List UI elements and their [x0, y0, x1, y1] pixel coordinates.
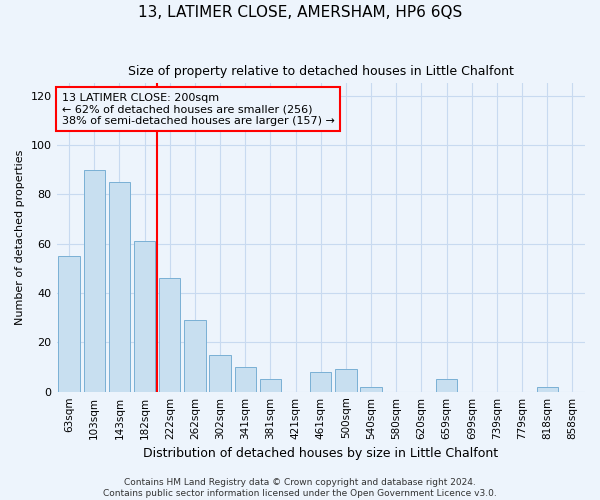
Title: Size of property relative to detached houses in Little Chalfont: Size of property relative to detached ho… — [128, 65, 514, 78]
Bar — [310, 372, 331, 392]
Bar — [235, 367, 256, 392]
X-axis label: Distribution of detached houses by size in Little Chalfont: Distribution of detached houses by size … — [143, 447, 499, 460]
Y-axis label: Number of detached properties: Number of detached properties — [15, 150, 25, 325]
Bar — [335, 370, 356, 392]
Text: 13, LATIMER CLOSE, AMERSHAM, HP6 6QS: 13, LATIMER CLOSE, AMERSHAM, HP6 6QS — [138, 5, 462, 20]
Text: 13 LATIMER CLOSE: 200sqm
← 62% of detached houses are smaller (256)
38% of semi-: 13 LATIMER CLOSE: 200sqm ← 62% of detach… — [62, 92, 335, 126]
Bar — [260, 380, 281, 392]
Bar — [109, 182, 130, 392]
Bar — [361, 386, 382, 392]
Bar — [209, 354, 231, 392]
Bar — [83, 170, 105, 392]
Bar — [159, 278, 181, 392]
Bar — [436, 380, 457, 392]
Bar — [134, 241, 155, 392]
Bar — [536, 386, 558, 392]
Bar — [58, 256, 80, 392]
Bar — [184, 320, 206, 392]
Text: Contains HM Land Registry data © Crown copyright and database right 2024.
Contai: Contains HM Land Registry data © Crown c… — [103, 478, 497, 498]
